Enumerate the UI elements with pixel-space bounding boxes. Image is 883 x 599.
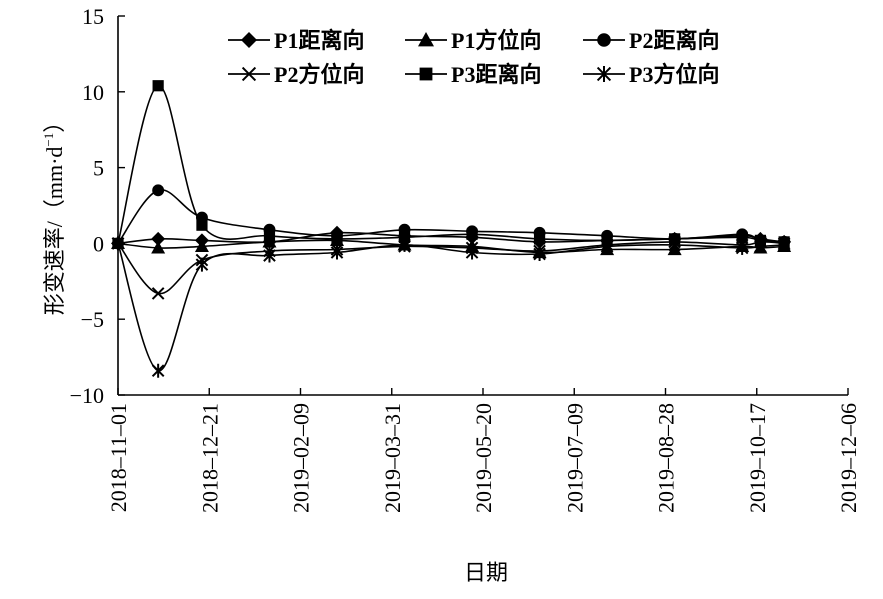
- x-tick-label: 2019–12–06: [836, 403, 861, 513]
- data-point-series-6: [735, 240, 749, 255]
- data-point-series-6: [263, 248, 276, 263]
- data-point-series-6: [151, 363, 165, 378]
- data-point-series-6: [777, 237, 791, 252]
- data-point-series-6: [754, 239, 767, 254]
- data-point-series-5: [263, 230, 276, 242]
- data-point-series-6: [398, 237, 411, 252]
- legend-swatch-marker: [596, 66, 612, 82]
- legend-swatch-marker: [241, 32, 257, 48]
- data-point-series-5: [736, 231, 748, 243]
- series-lines: [117, 84, 785, 372]
- series-line-5: [117, 84, 785, 244]
- legend-label: P2距离向: [629, 28, 719, 53]
- legend-label: P3方位向: [629, 62, 719, 87]
- series-markers: [111, 80, 792, 378]
- legend-swatch-marker: [597, 33, 611, 47]
- series-line-6: [117, 243, 785, 372]
- data-point-series-5: [533, 233, 546, 245]
- legend-swatch-marker: [418, 32, 434, 47]
- data-point-series-1: [151, 231, 166, 246]
- data-point-series-6: [330, 245, 344, 260]
- x-tick-label: 2019–08–28: [654, 403, 679, 513]
- legend-label: P3距离向: [451, 62, 541, 87]
- data-point-series-2: [194, 239, 209, 253]
- x-tick-label: 2018–12–21: [197, 403, 222, 513]
- x-tick-label: 2019–05–20: [471, 403, 496, 513]
- data-point-series-5: [196, 219, 208, 231]
- y-axis-title-superscript: −1: [41, 133, 56, 147]
- data-point-series-4: [151, 287, 165, 300]
- y-tick-label: −10: [70, 383, 104, 408]
- y-axis-title-main: 形变速率/（mm·d: [42, 147, 67, 316]
- x-tick-label: 2018–11–01: [106, 403, 131, 512]
- y-tick-label: −5: [81, 307, 104, 332]
- legend-item-6: P3方位向: [583, 62, 719, 87]
- legend: P1距离向 P1方位向 P2距离向 P2方位向 P3距离向 P3方位向: [228, 28, 719, 87]
- legend-item-5: P3距离向: [405, 62, 541, 87]
- axes: −10 −5 0 5 10 15 2018–11–01 2018–12–21 2019–02–0…: [70, 4, 861, 513]
- data-point-series-6: [111, 236, 125, 251]
- x-tick-label: 2019–02–09: [289, 403, 314, 513]
- legend-swatch-marker: [241, 66, 257, 82]
- legend-item-3: P2距离向: [583, 28, 719, 53]
- legend-label: P2方位向: [274, 62, 364, 87]
- data-point-series-6: [600, 239, 614, 254]
- legend-label: P1距离向: [274, 28, 364, 53]
- y-tick-label: 5: [93, 156, 104, 181]
- x-tick-label: 2019–10–17: [745, 403, 770, 513]
- data-point-series-5: [466, 228, 478, 240]
- data-point-series-6: [465, 245, 479, 260]
- legend-item-2: P1方位向: [405, 28, 541, 53]
- y-tick-label: 0: [93, 231, 104, 256]
- data-point-series-6: [195, 257, 209, 272]
- x-axis-title: 日期: [464, 560, 508, 585]
- x-tick-label: 2019–03–31: [380, 403, 405, 513]
- data-point-series-6: [533, 247, 546, 262]
- y-tick-label: 10: [82, 80, 104, 105]
- data-point-series-6: [668, 237, 681, 252]
- data-point-series-5: [398, 231, 411, 243]
- legend-item-4: P2方位向: [228, 62, 364, 87]
- data-point-series-2: [151, 240, 166, 254]
- legend-item-1: P1距离向: [228, 28, 364, 53]
- y-axis-title-close: ）: [42, 111, 67, 133]
- legend-swatch-marker: [419, 67, 433, 81]
- legend-label: P1方位向: [451, 28, 541, 53]
- x-tick-label: 2019–07–09: [562, 403, 587, 513]
- y-axis-title: 形变速率/（mm·d−1）: [41, 111, 67, 316]
- data-point-series-3: [152, 184, 165, 197]
- data-point-series-5: [152, 80, 164, 92]
- y-tick-label: 15: [82, 4, 104, 29]
- data-point-series-5: [331, 233, 343, 245]
